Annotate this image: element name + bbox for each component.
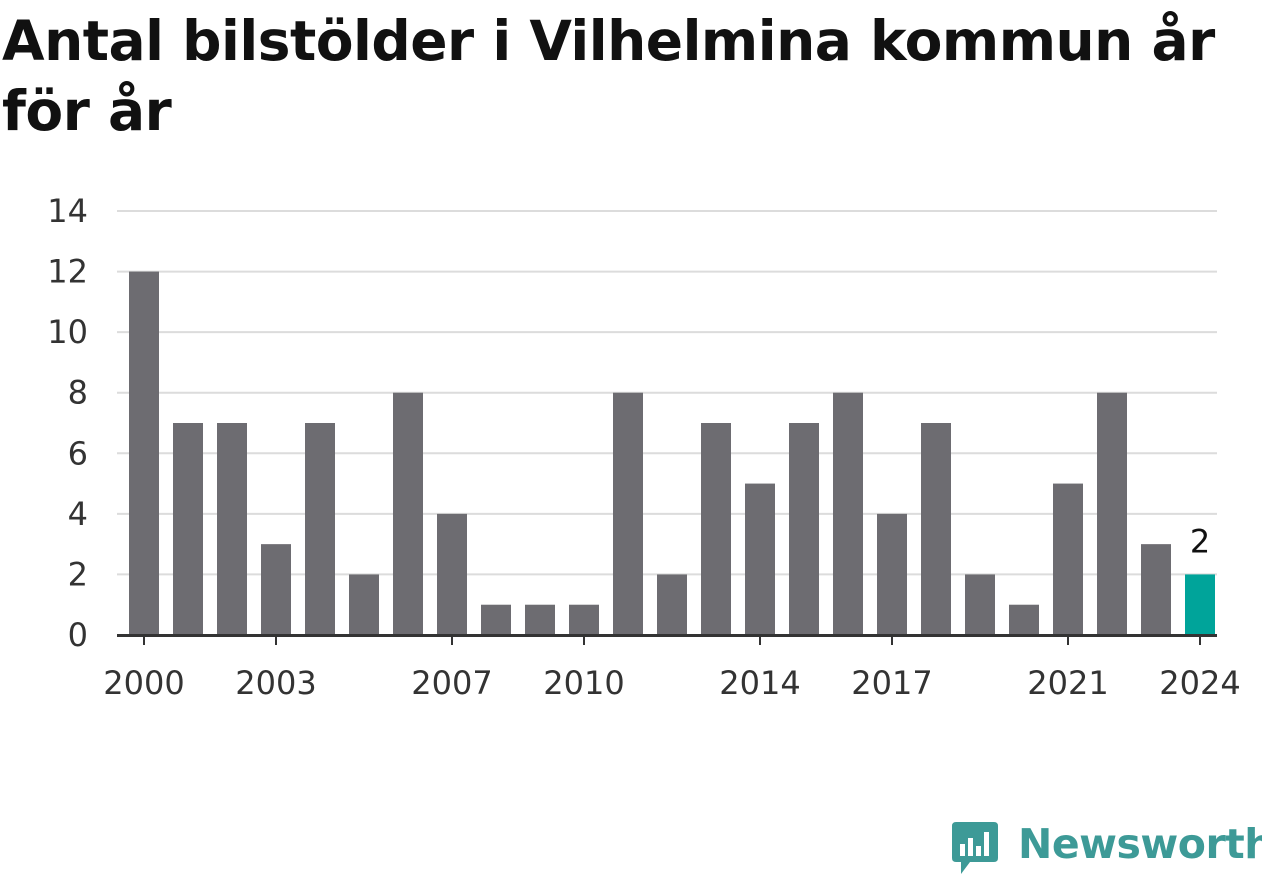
bar bbox=[217, 423, 247, 635]
y-tick-label: 4 bbox=[68, 495, 88, 533]
bar bbox=[481, 604, 511, 635]
x-tick-label: 2000 bbox=[103, 664, 184, 702]
data-labels: 2 bbox=[1190, 522, 1210, 560]
bar-chart-speech-bubble-icon bbox=[952, 822, 998, 874]
y-tick-label: 10 bbox=[47, 313, 88, 351]
bar bbox=[921, 423, 951, 635]
bar bbox=[1009, 604, 1039, 635]
y-tick-label: 6 bbox=[68, 434, 88, 472]
bar bbox=[1053, 483, 1083, 635]
bar bbox=[701, 423, 731, 635]
chart-title: Antal bilstölder i Vilhelmina kommun år … bbox=[2, 9, 1215, 143]
bar bbox=[393, 392, 423, 635]
x-tick-label: 2021 bbox=[1027, 664, 1108, 702]
data-label: 2 bbox=[1190, 522, 1210, 560]
bar bbox=[569, 604, 599, 635]
bar-chart: 0 2 4 6 8 10 12 14 2000 2003 2007 2010 2014 2017 2021… bbox=[47, 192, 1241, 702]
bar bbox=[261, 544, 291, 635]
bars bbox=[129, 271, 1215, 635]
bar bbox=[349, 574, 379, 635]
newsworthy-logo: Newsworthy bbox=[950, 818, 1262, 878]
bar bbox=[305, 423, 335, 635]
bar bbox=[1097, 392, 1127, 635]
bar bbox=[525, 604, 555, 635]
bar bbox=[965, 574, 995, 635]
y-tick-label: 0 bbox=[68, 616, 88, 654]
bar bbox=[129, 271, 159, 635]
y-axis-tick-labels: 0 2 4 6 8 10 12 14 bbox=[47, 192, 88, 654]
bar bbox=[789, 423, 819, 635]
x-axis: 2000 2003 2007 2010 2014 2017 2021 2024 bbox=[103, 634, 1241, 702]
bar bbox=[613, 392, 643, 635]
x-tick-label: 2017 bbox=[851, 664, 932, 702]
y-tick-label: 14 bbox=[47, 192, 88, 230]
bar bbox=[657, 574, 687, 635]
gridlines bbox=[117, 210, 1217, 576]
x-tick-label: 2010 bbox=[543, 664, 624, 702]
brand-name: Newsworthy bbox=[1018, 820, 1262, 868]
bar bbox=[1185, 574, 1215, 635]
x-tick-label: 2024 bbox=[1159, 664, 1240, 702]
y-tick-label: 12 bbox=[47, 253, 88, 291]
bar bbox=[437, 513, 467, 635]
x-tick-label: 2007 bbox=[411, 664, 492, 702]
bar bbox=[745, 483, 775, 635]
bar bbox=[833, 392, 863, 635]
bar bbox=[877, 513, 907, 635]
x-tick-label: 2014 bbox=[719, 664, 800, 702]
bar bbox=[173, 423, 203, 635]
x-tick-label: 2003 bbox=[235, 664, 316, 702]
bar bbox=[1141, 544, 1171, 635]
y-tick-label: 2 bbox=[68, 555, 88, 593]
y-tick-label: 8 bbox=[68, 374, 88, 412]
